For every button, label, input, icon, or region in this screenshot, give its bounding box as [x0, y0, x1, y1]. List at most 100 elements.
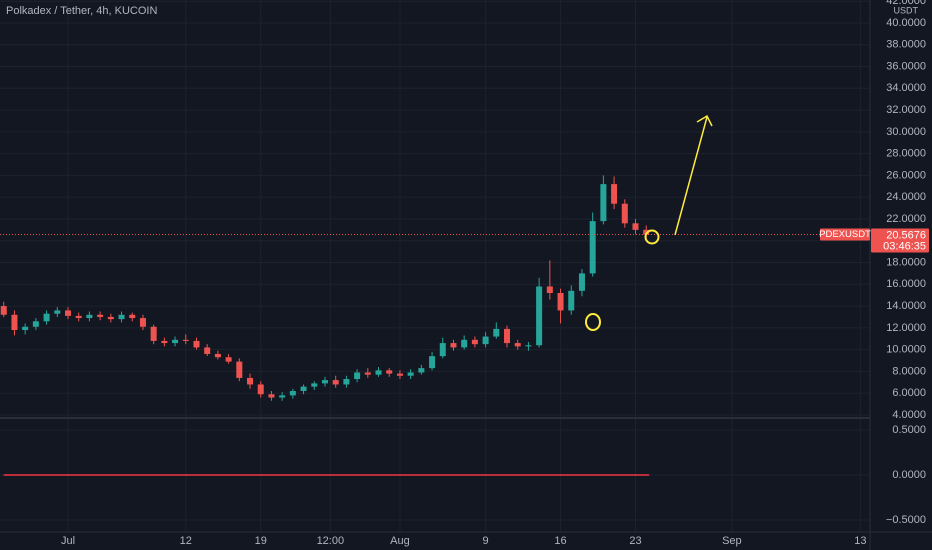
- candle-body: [32, 321, 39, 327]
- candle-body: [43, 313, 50, 322]
- x-tick-label: Sep: [722, 535, 742, 547]
- y-tick-label: 14.0000: [886, 300, 926, 312]
- x-tick-label: 13: [854, 535, 866, 547]
- candle-body: [64, 310, 71, 316]
- candle-body: [557, 293, 564, 311]
- last-price-label: 20.5676: [886, 229, 926, 241]
- y-tick-label: 0.5000: [892, 424, 926, 436]
- candle-body: [354, 372, 361, 380]
- candle-body: [407, 372, 414, 376]
- candle-body: [300, 386, 307, 391]
- candle-body: [450, 343, 457, 348]
- x-tick-label: 16: [554, 535, 566, 547]
- candle-body: [150, 326, 157, 341]
- y-tick-label: 12.0000: [886, 322, 926, 334]
- candle-body: [97, 314, 104, 317]
- currency-label: USDT: [894, 5, 919, 15]
- candle-body: [247, 377, 254, 385]
- y-tick-label: 42.0000: [886, 0, 926, 7]
- candle-body: [268, 394, 275, 398]
- y-tick-label: 40.0000: [886, 17, 926, 29]
- candle-body: [86, 314, 93, 319]
- candle-body: [439, 343, 446, 357]
- candle-body: [611, 184, 618, 204]
- y-tick-label: 30.0000: [886, 126, 926, 138]
- candle-body: [386, 370, 393, 374]
- candle-body: [525, 345, 532, 347]
- candle-body: [289, 390, 296, 396]
- y-tick-label: 32.0000: [886, 104, 926, 116]
- candle-body: [418, 368, 425, 373]
- drawing-circle: [644, 229, 660, 245]
- candle-body: [54, 310, 61, 314]
- candle-body: [204, 347, 211, 354]
- drawing-circle: [585, 313, 601, 331]
- candle-body: [129, 314, 136, 319]
- candle-body: [546, 286, 553, 294]
- candle-body: [429, 356, 436, 369]
- candle-body: [0, 306, 7, 315]
- candle-body: [482, 336, 489, 345]
- candle-body: [118, 314, 125, 320]
- candle-body: [139, 318, 146, 327]
- candle-body: [22, 326, 29, 331]
- candle-body: [193, 340, 200, 348]
- candle-body: [257, 384, 264, 395]
- candle-body: [504, 328, 511, 344]
- x-tick-label: 19: [255, 535, 267, 547]
- y-tick-label: 24.0000: [886, 191, 926, 203]
- grid: [0, 0, 870, 532]
- drawing-arrow: [674, 116, 708, 236]
- y-tick-label: 36.0000: [886, 60, 926, 72]
- candle-body: [107, 316, 114, 320]
- candle-body: [375, 370, 382, 375]
- candle-body: [172, 339, 179, 344]
- y-tick-label: 6.0000: [892, 387, 926, 399]
- candle-body: [568, 290, 575, 311]
- x-tick-label: 23: [629, 535, 641, 547]
- candle-body: [493, 328, 500, 337]
- candle-body: [161, 340, 168, 344]
- y-tick-label: 4.0000: [892, 409, 926, 421]
- candle-body: [364, 372, 371, 375]
- y-tick-label: 8.0000: [892, 365, 926, 377]
- candle-body: [343, 379, 350, 385]
- candles: [0, 175, 870, 476]
- countdown-label: 03:46:35: [883, 240, 926, 252]
- symbol-label: PDEXUSDT: [819, 229, 871, 240]
- y-tick-label: 34.0000: [886, 82, 926, 94]
- y-tick-label: 26.0000: [886, 169, 926, 181]
- candle-body: [11, 314, 18, 331]
- y-tick-label: 10.0000: [886, 344, 926, 356]
- candle-body: [236, 361, 243, 378]
- candle-body: [214, 353, 221, 358]
- y-tick-label: 28.0000: [886, 148, 926, 160]
- candle-body: [621, 203, 628, 224]
- candle-body: [332, 380, 339, 385]
- candle-body: [632, 223, 639, 230]
- candle-body: [600, 184, 607, 222]
- candle-body: [396, 373, 403, 376]
- chart-title: Polkadex / Tether, 4h, KUCOIN: [6, 5, 157, 17]
- candle-body: [461, 339, 468, 348]
- candle-body: [471, 339, 478, 345]
- y-tick-label: 38.0000: [886, 39, 926, 51]
- candle-body: [182, 339, 189, 341]
- candle-body: [225, 357, 232, 362]
- y-tick-label: 18.0000: [886, 256, 926, 268]
- candle-body: [514, 343, 521, 347]
- x-tick-label: 9: [483, 535, 489, 547]
- x-tick-label: 12:00: [317, 535, 345, 547]
- candle-body: [589, 221, 596, 274]
- drawing-arrow-head: [696, 114, 713, 127]
- symbol-badge: [820, 228, 870, 241]
- candle-body: [643, 229, 650, 235]
- axis-labels: 4.0000 6.0000 8.0000 10.0000 12.0000 14.0000 1…: [61, 0, 929, 547]
- x-tick-label: Jul: [61, 535, 75, 547]
- candle-body: [75, 315, 82, 319]
- price-badge: [871, 228, 929, 253]
- y-tick-label: 16.0000: [886, 278, 926, 290]
